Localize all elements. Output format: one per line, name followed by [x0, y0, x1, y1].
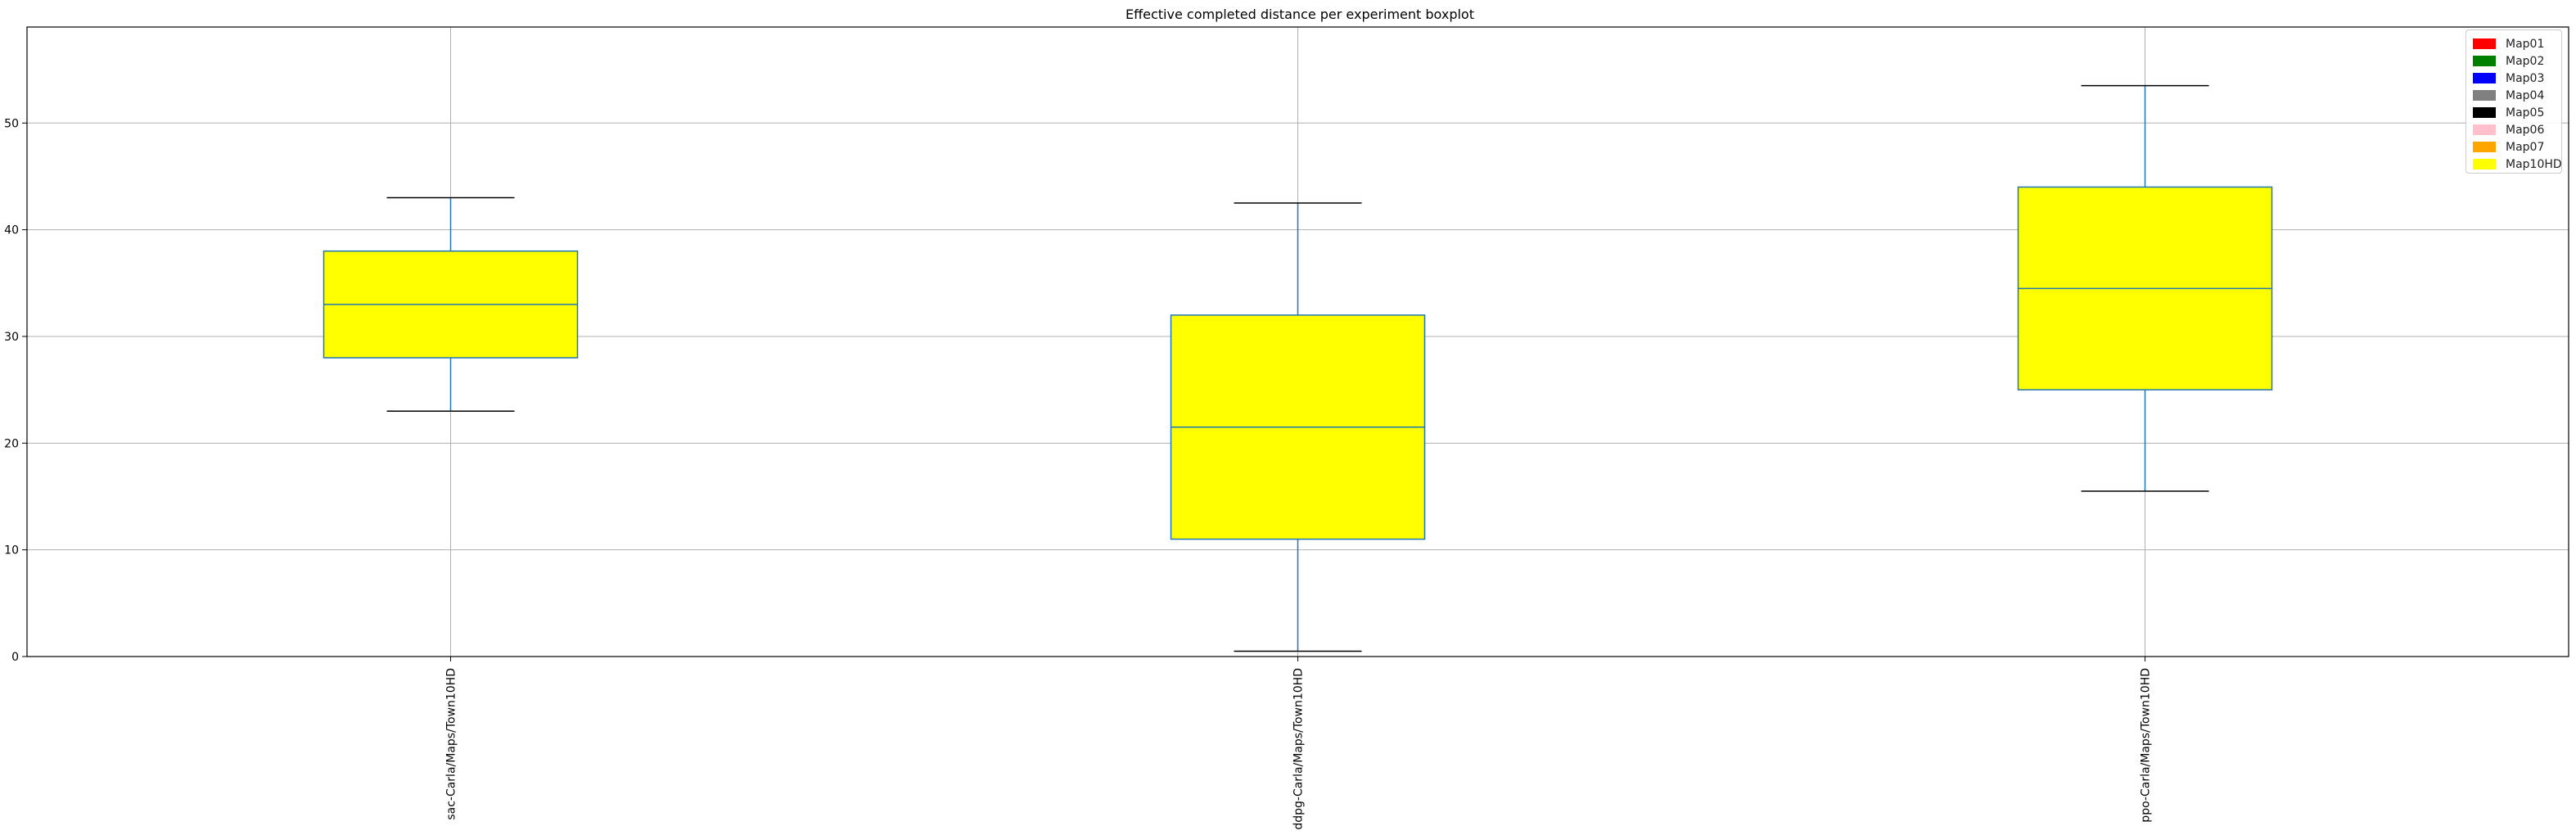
legend-label: Map03	[2506, 71, 2545, 85]
legend-swatch	[2473, 56, 2496, 66]
legend-item: Map10HD	[2473, 156, 2562, 173]
legend-swatch	[2473, 38, 2496, 49]
y-tick-label: 20	[4, 437, 19, 450]
x-tick-label: sac-Carla/Maps/Town10HD	[445, 668, 458, 820]
y-axis-ticks: 0 10 20 30 40 50	[4, 117, 27, 664]
legend-swatch	[2473, 124, 2496, 135]
legend: Map01 Map02 Map03 Map04 Map05 Map06 Map07 Map10…	[2465, 29, 2562, 174]
legend-label: Map04	[2506, 88, 2545, 102]
legend-label: Map10HD	[2506, 157, 2562, 171]
legend-item: Map04	[2473, 87, 2555, 104]
box-2	[2017, 84, 2273, 492]
legend-swatch	[2473, 107, 2496, 118]
legend-label: Map06	[2506, 123, 2545, 137]
legend-label: Map05	[2506, 106, 2545, 120]
x-axis-ticks: sac-Carla/Maps/Town10HD ddpg-Carla/Maps/T…	[445, 657, 2153, 830]
box-0	[323, 196, 579, 412]
x-tick-label: ppo-Carla/Maps/Town10HD	[2140, 668, 2153, 823]
y-tick-label: 30	[4, 331, 19, 344]
boxes	[323, 84, 2273, 652]
legend-swatch	[2473, 159, 2496, 169]
legend-item: Map06	[2473, 121, 2555, 138]
y-tick-label: 50	[4, 117, 19, 130]
legend-swatch	[2473, 142, 2496, 152]
legend-label: Map07	[2506, 140, 2545, 154]
box-1	[1170, 202, 1426, 652]
legend-item: Map02	[2473, 52, 2555, 70]
y-tick-label: 40	[4, 224, 19, 237]
legend-label: Map01	[2506, 37, 2545, 51]
y-tick-label: 10	[4, 544, 19, 557]
y-tick-label: 0	[11, 651, 19, 664]
legend-item: Map05	[2473, 104, 2555, 121]
legend-label: Map02	[2506, 54, 2545, 68]
legend-swatch	[2473, 73, 2496, 84]
legend-item: Map01	[2473, 35, 2555, 52]
legend-item: Map03	[2473, 70, 2555, 87]
x-tick-label: ddpg-Carla/Maps/Town10HD	[1293, 668, 1306, 830]
legend-swatch	[2473, 90, 2496, 101]
chart-title: Effective completed distance per experim…	[1126, 7, 1474, 22]
legend-item: Map07	[2473, 138, 2555, 156]
